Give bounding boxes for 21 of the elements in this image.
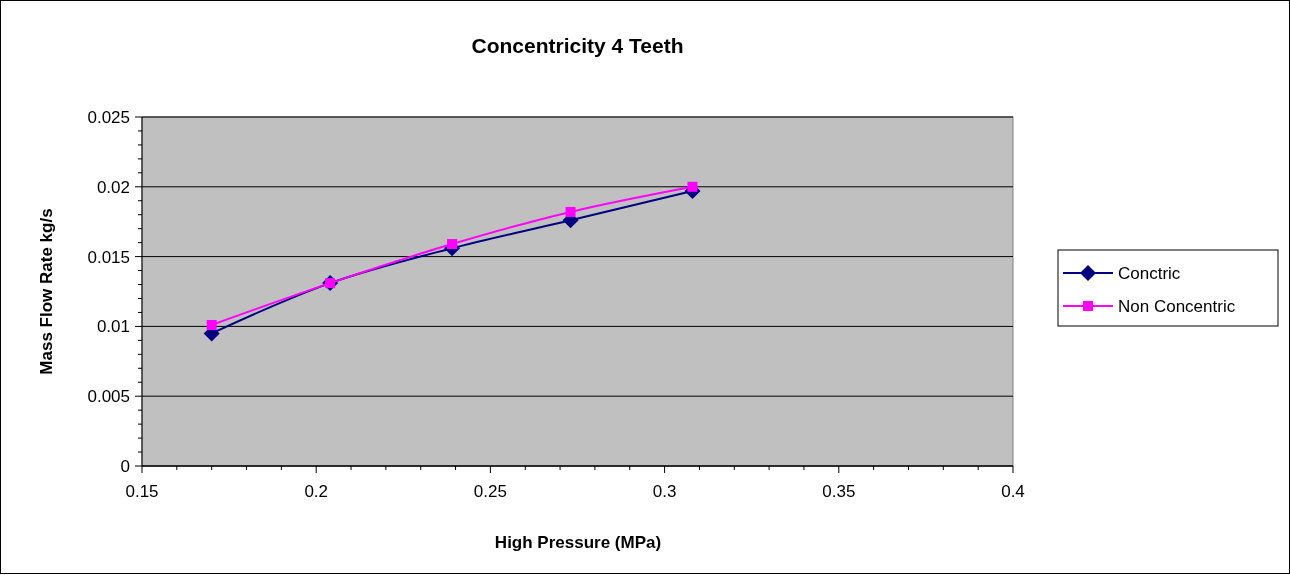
legend-label: Non Concentric [1118,296,1236,316]
y-tick-label: 0.025 [87,107,130,127]
y-tick-label: 0 [120,456,130,476]
point [687,181,698,192]
point [206,320,217,330]
chart-title: Concentricity 4 Teeth [471,34,684,57]
x-axis-title: High Pressure (MPa) [494,533,662,552]
y-tick-label: 0.01 [96,317,130,337]
x-tick-label: 0.15 [125,482,159,501]
point [447,239,458,250]
y-tick-label: 0.005 [87,387,130,407]
x-tick-label: 0.2 [304,482,329,501]
y-tick-label: 0.02 [96,177,130,197]
x-tick-label: 0.3 [652,482,677,501]
y-tick-label: 0.015 [87,247,130,267]
x-tick-label: 0.4 [1001,482,1025,501]
x-tick-label: 0.25 [473,482,507,501]
point [565,206,576,217]
y-axis-title: Mass Flow Rate kg/s [37,208,56,375]
x-tick-label: 0.35 [822,482,856,501]
legend-label: Conctric [1118,263,1181,283]
